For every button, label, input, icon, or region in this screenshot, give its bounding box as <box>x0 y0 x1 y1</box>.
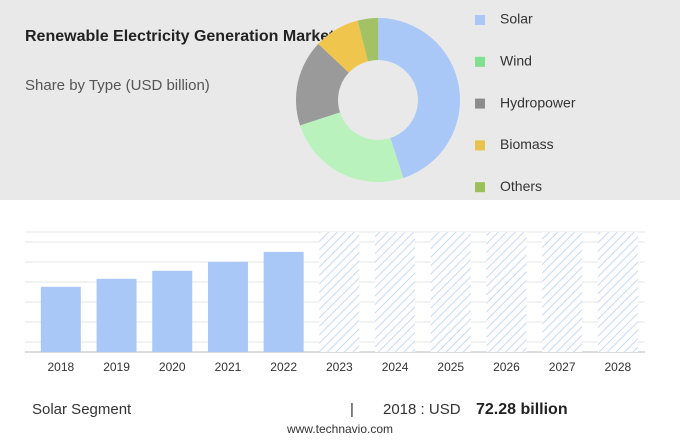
forecast-bar <box>486 232 527 352</box>
legend-swatch <box>475 182 485 193</box>
donut-slice <box>300 112 404 182</box>
legend-label: Biomass <box>500 136 554 152</box>
legend-label: Solar <box>500 11 533 27</box>
x-tick-label: 2020 <box>159 360 186 374</box>
legend-swatch <box>475 140 485 151</box>
donut-slice <box>296 43 349 126</box>
forecast-bar <box>430 232 471 352</box>
legend-swatch <box>475 98 485 109</box>
bar <box>152 270 193 352</box>
legend-swatch <box>475 15 485 25</box>
bar <box>207 261 248 352</box>
bar <box>40 286 81 352</box>
forecast-bar <box>542 232 583 352</box>
x-tick-label: 2022 <box>270 360 297 374</box>
x-tick-label: 2025 <box>437 360 464 374</box>
highlight-prefix: 2018 : USD <box>383 401 461 418</box>
source: www.technavio.com <box>286 422 393 436</box>
legend-label: Wind <box>500 53 532 69</box>
legend-label: Hydropower <box>500 94 576 110</box>
separator: | <box>350 401 354 418</box>
bar <box>96 278 137 352</box>
segment-label: Solar Segment <box>32 401 132 418</box>
donut-slice <box>357 18 378 62</box>
donut-slice <box>378 18 460 178</box>
x-tick-label: 2018 <box>47 360 74 374</box>
highlight-value: 72.28 billion <box>476 401 568 418</box>
forecast-bar <box>319 232 360 352</box>
x-tick-label: 2021 <box>215 360 242 374</box>
x-tick-label: 2028 <box>604 360 631 374</box>
donut-slice <box>318 20 369 73</box>
chart-title: Renewable Electricity Generation Market <box>25 28 335 45</box>
x-tick-label: 2027 <box>549 360 576 374</box>
legend-swatch <box>475 56 485 67</box>
x-tick-label: 2023 <box>326 360 353 374</box>
forecast-bar <box>597 232 638 352</box>
chart-subtitle: Share by Type (USD billion) <box>25 77 210 94</box>
bar <box>263 251 304 352</box>
x-tick-label: 2019 <box>103 360 130 374</box>
forecast-bar <box>375 232 416 352</box>
x-tick-label: 2024 <box>382 360 409 374</box>
legend-label: Others <box>500 178 542 194</box>
x-tick-label: 2026 <box>493 360 520 374</box>
